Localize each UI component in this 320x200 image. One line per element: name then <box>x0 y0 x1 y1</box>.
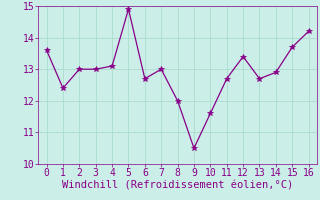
X-axis label: Windchill (Refroidissement éolien,°C): Windchill (Refroidissement éolien,°C) <box>62 181 293 191</box>
